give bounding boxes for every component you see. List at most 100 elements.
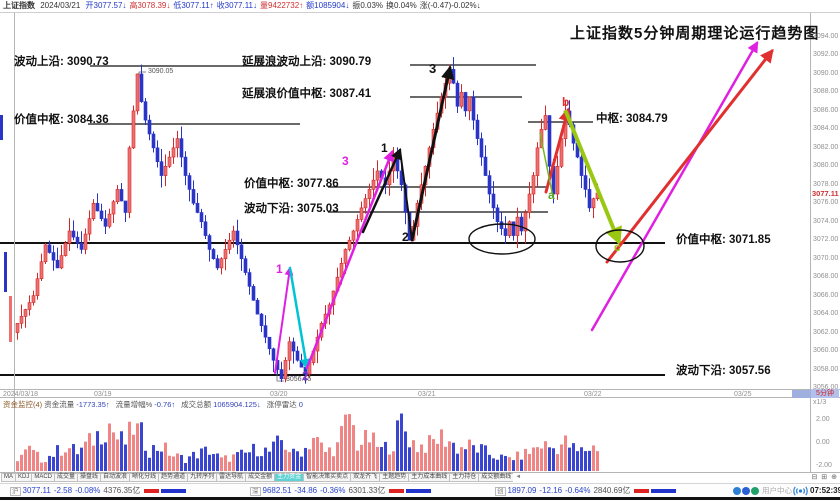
status-app-icon-1[interactable] bbox=[733, 487, 741, 495]
volume-bar bbox=[256, 456, 259, 471]
volume-bar bbox=[140, 422, 143, 471]
symbol-name[interactable]: 上证指数 bbox=[3, 1, 35, 10]
indicator-tab-雷达导航[interactable]: 雷达导航 bbox=[216, 473, 246, 482]
indicator-tab-MA[interactable]: MA bbox=[1, 473, 15, 482]
volume-bar bbox=[60, 455, 63, 471]
date-tick-label: 03/21 bbox=[418, 391, 436, 398]
price-tick-label: 3074.00 bbox=[813, 217, 839, 225]
candle-body bbox=[175, 138, 180, 149]
candle-body bbox=[27, 302, 32, 310]
candle-body bbox=[23, 309, 28, 317]
date-tick-label: 03/19 bbox=[94, 391, 112, 398]
decline-bar bbox=[651, 488, 677, 493]
wave-arrow bbox=[564, 110, 622, 246]
tab-scroll-left-icon[interactable]: ◄ bbox=[515, 474, 522, 480]
market-badge: 沪 bbox=[10, 487, 21, 496]
chart-title: 上证指数5分钟周期理论运行趋势图 bbox=[570, 25, 820, 42]
indicator-tab-KDJ[interactable]: KDJ bbox=[15, 473, 32, 482]
quote-field: 低3077.11↑ bbox=[173, 1, 214, 10]
volume-bar bbox=[88, 433, 91, 471]
volume-bar bbox=[84, 441, 87, 471]
volume-bar bbox=[468, 439, 471, 471]
indicator-tab-主力成本曲线[interactable]: 主力成本曲线 bbox=[408, 473, 450, 482]
quote-pct: -0.08% bbox=[75, 486, 101, 495]
indicator-tab-晰化分线[interactable]: 晰化分线 bbox=[129, 473, 159, 482]
candle-body bbox=[287, 341, 292, 361]
quote-field: 振0.03% bbox=[352, 1, 384, 10]
volume-bar bbox=[548, 447, 551, 471]
indicator-tab-智能决策买卖点[interactable]: 智能决策买卖点 bbox=[303, 473, 351, 482]
candle-body bbox=[95, 202, 100, 212]
quote-change: -34.86 bbox=[294, 486, 318, 495]
candle-body bbox=[247, 272, 252, 287]
candle-body bbox=[347, 239, 352, 250]
status-app-icon-2[interactable] bbox=[742, 487, 750, 495]
volume-bar bbox=[404, 431, 407, 471]
candle-body bbox=[291, 341, 296, 352]
candle-body bbox=[211, 249, 216, 259]
candle-body bbox=[63, 242, 68, 256]
candle-body bbox=[479, 138, 484, 158]
volume-bar bbox=[504, 455, 507, 471]
volume-bar bbox=[216, 453, 219, 471]
user-center-link[interactable]: 用户中心 bbox=[762, 486, 792, 495]
volume-bar bbox=[464, 449, 467, 471]
indicator-tab-操盘线[interactable]: 操盘线 bbox=[77, 473, 101, 482]
candle-body bbox=[363, 198, 368, 209]
quote-change: -12.16 bbox=[539, 486, 563, 495]
advance-bar bbox=[144, 488, 160, 493]
volume-bar bbox=[360, 444, 363, 471]
candle-body bbox=[43, 244, 48, 263]
tab-zoom-controls[interactable]: ⊟ ⊞ ⊕ bbox=[811, 474, 838, 481]
indicator-tab-双龙齐飞[interactable]: 双龙齐飞 bbox=[350, 473, 380, 482]
quote-header: 上证指数 2024/03/21 开3077.57↓ 高3078.39↓ 低3077.… bbox=[0, 0, 840, 13]
volume-bar bbox=[328, 447, 331, 471]
indicator-tab-九转序列[interactable]: 九转序列 bbox=[187, 473, 217, 482]
price-tick-label: 3090.00 bbox=[813, 69, 839, 77]
candle-body bbox=[135, 73, 140, 112]
wave-label: 价值中枢: 3077.86 bbox=[244, 178, 339, 190]
volume-bar bbox=[20, 454, 23, 471]
volume-bar bbox=[480, 444, 483, 471]
date-tick-label: 2024/03/18 bbox=[3, 391, 39, 398]
volume-bar bbox=[508, 457, 511, 471]
volume-bar bbox=[36, 451, 39, 471]
candle-body bbox=[91, 202, 96, 219]
candle-body bbox=[239, 244, 244, 259]
price-tick-label: 3068.00 bbox=[813, 273, 839, 281]
candle-body bbox=[471, 96, 476, 121]
fund-item-label: 流量增幅% bbox=[115, 400, 153, 409]
indicator-tab-主题趋势[interactable]: 主题趋势 bbox=[379, 473, 409, 482]
volume-bar bbox=[156, 450, 159, 471]
status-app-icon-3[interactable] bbox=[751, 487, 759, 495]
volume-bar bbox=[308, 449, 311, 471]
wave-label: a bbox=[548, 188, 555, 202]
wave-label: 2 bbox=[302, 369, 309, 383]
indicator-tab-自动波浪[interactable]: 自动波浪 bbox=[100, 473, 130, 482]
candle-body bbox=[195, 202, 200, 213]
volume-bar bbox=[296, 451, 299, 471]
volume-bar bbox=[564, 435, 567, 471]
volume-bar bbox=[164, 442, 167, 471]
volume-bar bbox=[120, 431, 123, 471]
indicator-tab-主力持仓[interactable]: 主力持仓 bbox=[449, 473, 479, 482]
indicator-tab-MACD[interactable]: MACD bbox=[31, 473, 55, 482]
volume-bar bbox=[512, 460, 515, 471]
indicator-tab-成交额曲线[interactable]: 成交额曲线 bbox=[478, 473, 514, 482]
volume-bar bbox=[436, 443, 439, 471]
candle-body bbox=[171, 147, 176, 158]
candle-body bbox=[55, 259, 60, 269]
candle-body bbox=[455, 82, 460, 107]
volume-bar bbox=[204, 446, 207, 471]
volume-bar bbox=[212, 454, 215, 471]
volume-bar bbox=[500, 454, 503, 471]
indicator-tab-成交金额[interactable]: 成交金额 bbox=[245, 473, 275, 482]
indicator-tab-趋势通道[interactable]: 趋势通道 bbox=[158, 473, 188, 482]
indicator-tab-成交量[interactable]: 成交量 bbox=[54, 473, 78, 482]
period-selector[interactable]: 5分钟 bbox=[811, 389, 839, 398]
price-tick-label: 3060.00 bbox=[813, 347, 839, 355]
volume-bar bbox=[492, 458, 495, 471]
indicator-tab-主力资金[interactable]: 主力资金 bbox=[274, 473, 304, 482]
candle-body bbox=[487, 175, 492, 195]
